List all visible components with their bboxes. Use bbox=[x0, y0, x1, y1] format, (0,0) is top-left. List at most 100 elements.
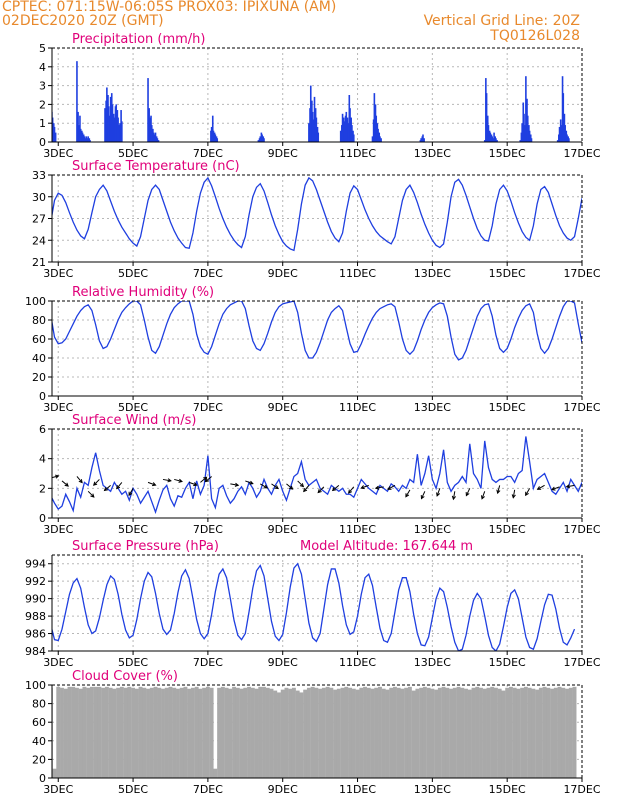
cloud-bar bbox=[168, 686, 173, 778]
cloud-bar bbox=[538, 687, 543, 778]
cloud-bar bbox=[449, 688, 454, 778]
precip-bar bbox=[211, 115, 214, 142]
cloud-bar bbox=[217, 687, 222, 778]
cloud-bar bbox=[89, 686, 94, 778]
precip-bar bbox=[487, 125, 490, 142]
cloud-bar bbox=[295, 690, 300, 778]
wind-arrow bbox=[331, 484, 340, 492]
precip-bar bbox=[349, 108, 351, 142]
wind-arrow bbox=[480, 491, 486, 500]
relative-humidity-series bbox=[52, 301, 582, 361]
cloud-bar bbox=[232, 686, 237, 778]
precipitation-series bbox=[46, 61, 570, 142]
precip-bar bbox=[121, 121, 123, 142]
precip-bar bbox=[341, 113, 344, 142]
wind-arrow bbox=[189, 481, 198, 487]
cloud-bar bbox=[325, 686, 330, 778]
x-tick-label: 3DEC bbox=[43, 783, 73, 796]
precip-bar bbox=[106, 87, 108, 142]
cloud-bar bbox=[306, 687, 311, 778]
precip-bar bbox=[558, 126, 561, 142]
surface-temperature-series bbox=[52, 176, 582, 252]
cloud-bar bbox=[336, 688, 341, 778]
cloud-bar bbox=[116, 687, 121, 778]
precip-bar bbox=[81, 132, 84, 142]
precipitation-panel: 0 1 2 3 4 5 3DEC 5DEC 7DEC 9DEC 11DEC 13DEC 15DEC 17D… bbox=[39, 32, 601, 160]
cloud-bar bbox=[363, 686, 367, 778]
precip-bar bbox=[423, 138, 425, 142]
cloud-bar bbox=[568, 687, 573, 778]
precip-bar bbox=[87, 136, 89, 142]
wind-arrow bbox=[511, 489, 516, 499]
surface-pressure-series bbox=[52, 562, 576, 651]
precip-bar bbox=[46, 112, 48, 142]
cloud-bar bbox=[505, 687, 510, 778]
wind-arrow bbox=[420, 491, 426, 500]
cloud-bar bbox=[131, 687, 136, 778]
cloud-bar bbox=[426, 687, 431, 778]
cloud-bar bbox=[366, 687, 371, 778]
x-tick-label: 7DEC bbox=[193, 656, 223, 669]
x-tick-label: 15DEC bbox=[489, 656, 526, 669]
relative-humidity-line bbox=[52, 301, 582, 361]
cloud-bar bbox=[523, 686, 528, 778]
cloud-bar bbox=[288, 688, 293, 778]
wind-arrow bbox=[286, 483, 294, 490]
y-tick-label: 21 bbox=[32, 256, 46, 269]
cloud-bar bbox=[119, 686, 124, 778]
cloud-bar bbox=[93, 686, 98, 778]
wind-arrow bbox=[162, 478, 172, 483]
precip-bar bbox=[525, 76, 527, 142]
cloud-bar bbox=[374, 687, 379, 778]
cloud-bar bbox=[112, 688, 117, 778]
precip-bar bbox=[259, 136, 262, 142]
wind-arrow bbox=[525, 488, 531, 497]
precip-bar bbox=[48, 89, 50, 142]
x-tick-label: 9DEC bbox=[268, 656, 298, 669]
cloud-bar bbox=[67, 686, 72, 778]
precip-bar bbox=[347, 123, 349, 142]
y-tick-label: 988 bbox=[25, 610, 46, 623]
precip-bar bbox=[379, 136, 381, 142]
x-tick-label: 3DEC bbox=[43, 401, 73, 414]
precip-bar bbox=[309, 85, 312, 142]
precip-bar bbox=[83, 136, 86, 142]
x-tick-label: 3DEC bbox=[43, 147, 73, 160]
wind-arrow bbox=[496, 485, 501, 495]
precip-bar bbox=[214, 134, 217, 142]
precip-bar bbox=[216, 138, 219, 142]
y-tick-label: 24 bbox=[32, 234, 46, 247]
precip-bar bbox=[154, 132, 157, 142]
cloud-bar bbox=[512, 687, 517, 778]
header-date: 02DEC2020 20Z (GMT) bbox=[2, 13, 164, 29]
cloud-bar bbox=[247, 686, 251, 778]
wind-arrow bbox=[76, 476, 83, 484]
cloud-bar bbox=[572, 686, 577, 778]
cloud-bar bbox=[138, 686, 143, 778]
y-tick-label: 4 bbox=[39, 453, 46, 466]
cloud-bar bbox=[202, 687, 207, 778]
x-tick-label: 5DEC bbox=[118, 401, 148, 414]
cloud-bar bbox=[269, 688, 274, 778]
x-tick-label: 9DEC bbox=[268, 267, 298, 280]
wind-arrow bbox=[347, 486, 355, 494]
cloud-bar bbox=[52, 768, 57, 778]
cloud-bar bbox=[56, 686, 61, 778]
precip-bar bbox=[530, 138, 533, 142]
precip-bar bbox=[152, 132, 155, 142]
cloud-bar bbox=[82, 686, 87, 778]
x-tick-label: 7DEC bbox=[193, 523, 223, 536]
y-tick-label: 0 bbox=[39, 772, 46, 785]
wind-arrow bbox=[245, 480, 254, 485]
x-tick-label: 17DEC bbox=[563, 267, 600, 280]
x-tick-label: 9DEC bbox=[268, 147, 298, 160]
cloud-bar bbox=[280, 689, 285, 778]
precip-bar bbox=[111, 104, 114, 142]
cloud-bar bbox=[310, 686, 315, 778]
x-tick-label: 3DEC bbox=[43, 267, 73, 280]
cloud-bar bbox=[479, 687, 483, 778]
precip-bar bbox=[263, 138, 265, 142]
cloud-bar bbox=[164, 687, 169, 778]
x-tick-label: 17DEC bbox=[563, 523, 600, 536]
